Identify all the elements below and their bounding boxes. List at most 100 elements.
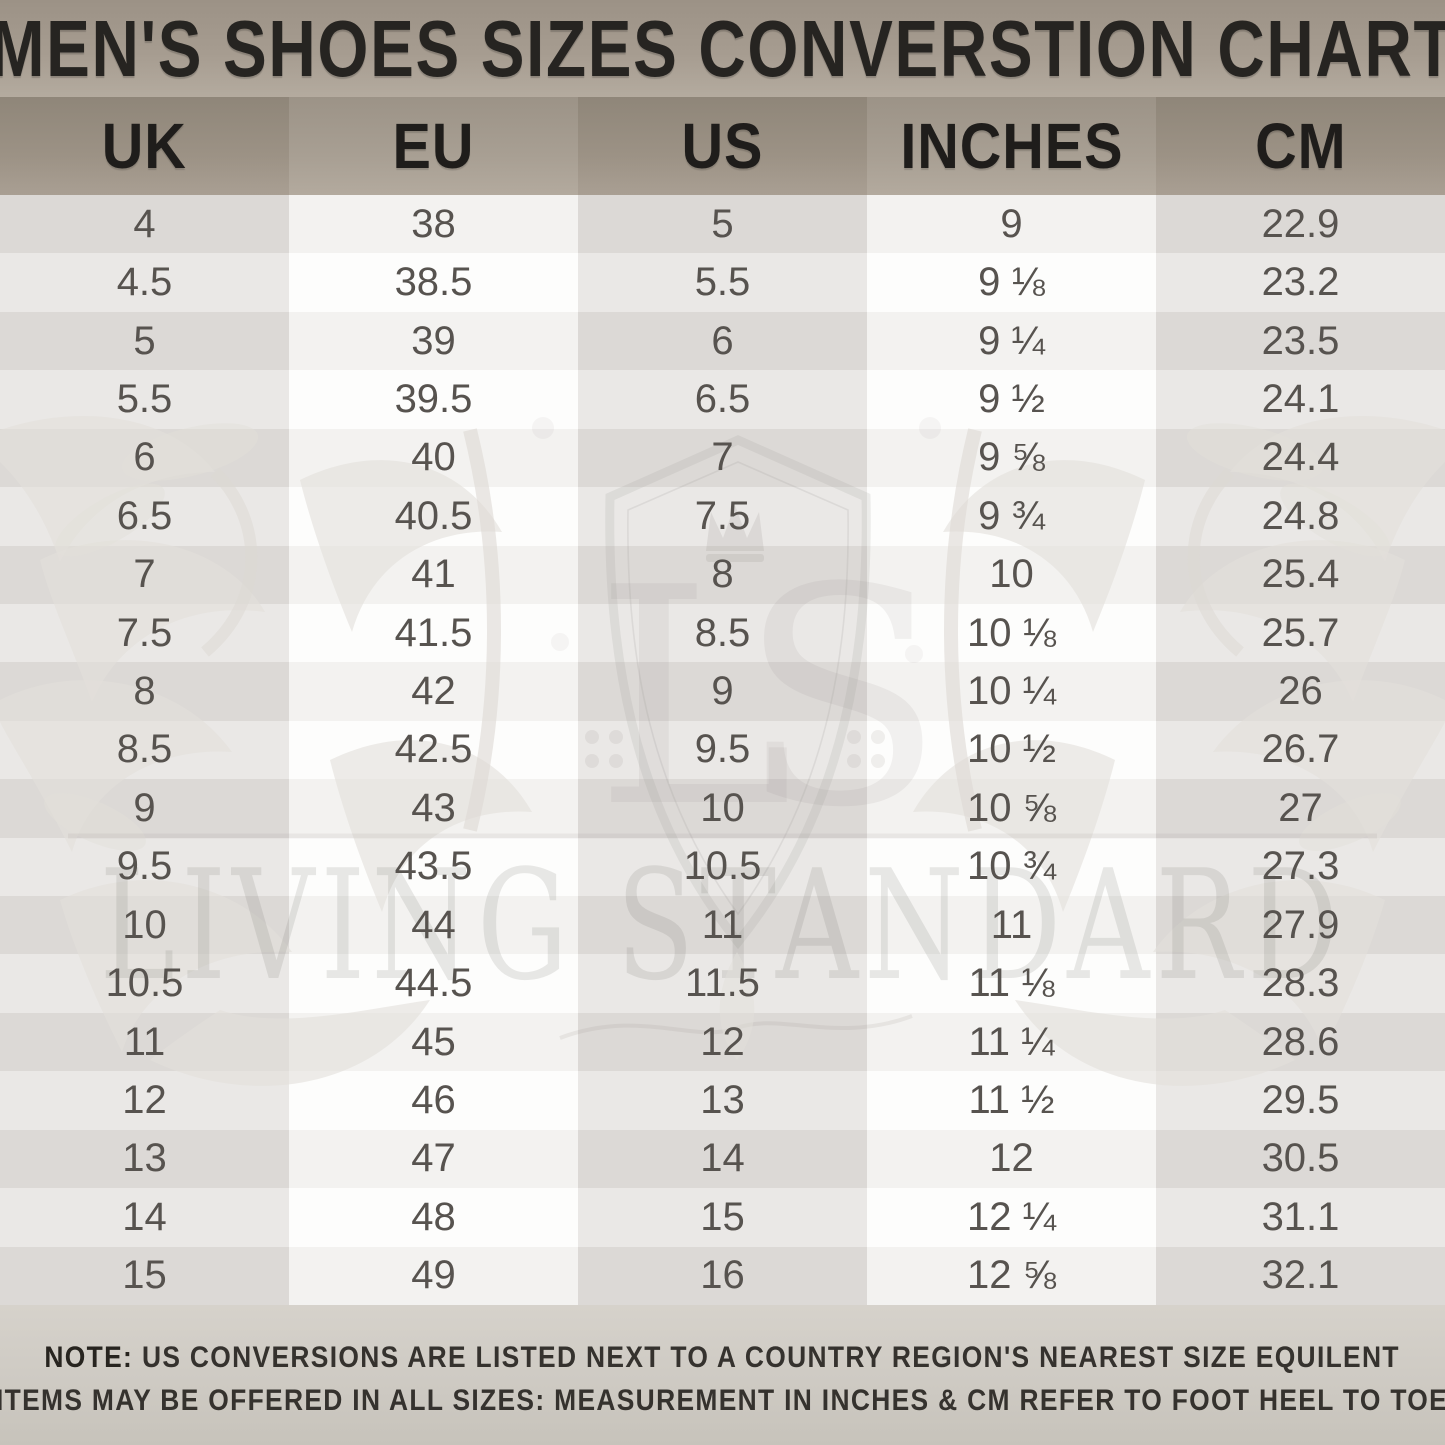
cell-value: 24.4 <box>1261 435 1340 480</box>
table-cell: 15 <box>578 1188 867 1247</box>
table-cell: 28.3 <box>1156 954 1445 1013</box>
column-header-inches: INCHES <box>867 97 1156 195</box>
table-cell: 24.4 <box>1156 428 1445 488</box>
table-cell: 8 <box>0 662 289 721</box>
table-cell: 8.5 <box>578 603 867 663</box>
cell-value: 9 ⅝ <box>978 435 1045 480</box>
cell-value: 5.5 <box>116 376 173 421</box>
cell-value: 11 ½ <box>968 1078 1055 1123</box>
column-header-label: INCHES <box>899 110 1124 182</box>
note-text-2: ITEMS MAY BE OFFERED IN ALL SIZES: MEASU… <box>0 1384 1445 1417</box>
cell-value: 5.5 <box>694 260 751 305</box>
cell-value: 22.9 <box>1261 201 1340 246</box>
table-cell: 13 <box>578 1071 867 1130</box>
cell-value: 29.5 <box>1261 1078 1340 1123</box>
cell-value: 9.5 <box>116 844 173 889</box>
cell-value: 10 <box>989 552 1034 597</box>
table-cell: 38 <box>289 195 578 254</box>
table-cell: 31.1 <box>1156 1188 1445 1247</box>
table-cell: 49 <box>289 1246 578 1305</box>
page-title: MEN'S SHOES SIZES CONVERSTION CHART <box>0 3 1445 93</box>
column-header-us: US <box>578 97 867 195</box>
cell-value: 7.5 <box>116 610 173 655</box>
cell-value: 10 ¾ <box>967 844 1056 889</box>
cell-value: 4 <box>133 201 156 246</box>
column-header-eu: EU <box>289 97 578 195</box>
cell-value: 15 <box>122 1253 167 1298</box>
table-cell: 9 ⅝ <box>867 428 1156 488</box>
table-cell: 10 <box>867 545 1156 604</box>
cell-value: 28.3 <box>1261 961 1340 1006</box>
table-cell: 14 <box>578 1129 867 1189</box>
cell-value: 48 <box>411 1194 456 1239</box>
cell-value: 13 <box>122 1136 167 1181</box>
cell-value: 10 <box>122 902 167 947</box>
cell-value: 5 <box>133 318 156 363</box>
table-cell: 41.5 <box>289 603 578 663</box>
table-cell: 7 <box>578 428 867 488</box>
table-cell: 9 ½ <box>867 370 1156 429</box>
cell-value: 39 <box>411 318 456 363</box>
column-header-uk: UK <box>0 97 289 195</box>
cell-value: 27.9 <box>1261 902 1340 947</box>
table-cell: 11 <box>867 896 1156 955</box>
cell-value: 12 ¼ <box>967 1194 1056 1239</box>
table-cell: 9 <box>0 779 289 838</box>
cell-value: 45 <box>411 1019 456 1064</box>
table-cell: 11 ¼ <box>867 1012 1156 1072</box>
cell-value: 32.1 <box>1261 1253 1340 1298</box>
cell-value: 25.4 <box>1261 552 1340 597</box>
cell-value: 11 <box>123 1019 166 1064</box>
table-cell: 14 <box>0 1188 289 1247</box>
table-cell: 27.3 <box>1156 837 1445 897</box>
table-cell: 24.1 <box>1156 370 1445 429</box>
cell-value: 14 <box>700 1136 745 1181</box>
table-cell: 39 <box>289 311 578 371</box>
table-cell: 13 <box>0 1129 289 1189</box>
cell-value: 12 <box>700 1019 745 1064</box>
table-cell: 9.5 <box>0 837 289 897</box>
cell-value: 7.5 <box>694 493 751 538</box>
table-cell: 10.5 <box>0 954 289 1013</box>
cell-value: 40 <box>411 435 456 480</box>
table-cell: 23.2 <box>1156 253 1445 312</box>
cell-value: 25.7 <box>1261 610 1340 655</box>
cell-value: 6.5 <box>116 493 173 538</box>
cell-value: 9 <box>133 785 156 830</box>
table-cell: 10 ¾ <box>867 837 1156 897</box>
cell-value: 11.5 <box>685 961 760 1006</box>
cell-value: 8.5 <box>116 727 173 772</box>
cell-value: 44 <box>411 902 456 947</box>
cell-value: 38 <box>411 201 456 246</box>
cell-value: 26 <box>1278 669 1323 714</box>
table-cell: 26.7 <box>1156 720 1445 780</box>
table-cell: 12 ¼ <box>867 1188 1156 1247</box>
cell-value: 8 <box>133 669 156 714</box>
table-cell: 9 ¼ <box>867 311 1156 371</box>
cell-value: 10 ⅛ <box>967 610 1056 655</box>
cell-value: 10 ⅝ <box>967 785 1056 830</box>
cell-value: 9 <box>1000 201 1023 246</box>
table-cell: 38.5 <box>289 253 578 312</box>
table-cell: 7.5 <box>0 603 289 663</box>
cell-value: 28.6 <box>1261 1019 1340 1064</box>
cell-value: 49 <box>411 1253 456 1298</box>
table-cell: 27.9 <box>1156 896 1445 955</box>
cell-value: 12 ⅝ <box>967 1253 1056 1298</box>
cell-value: 30.5 <box>1261 1136 1340 1181</box>
column-header-label: UK <box>102 110 187 182</box>
table-cell: 26 <box>1156 662 1445 721</box>
cell-value: 11 ⅛ <box>968 961 1055 1006</box>
table-cell: 48 <box>289 1188 578 1247</box>
column-header-cm: CM <box>1156 97 1445 195</box>
table-cell: 11 <box>0 1012 289 1072</box>
table-cell: 12 ⅝ <box>867 1246 1156 1305</box>
cell-value: 27 <box>1278 785 1323 830</box>
cell-value: 42 <box>411 669 456 714</box>
cell-value: 11 ¼ <box>968 1019 1055 1064</box>
table-cell: 9 <box>867 195 1156 254</box>
table-cell: 10 <box>578 779 867 838</box>
cell-value: 10.5 <box>683 844 762 889</box>
cell-value: 41.5 <box>394 610 473 655</box>
